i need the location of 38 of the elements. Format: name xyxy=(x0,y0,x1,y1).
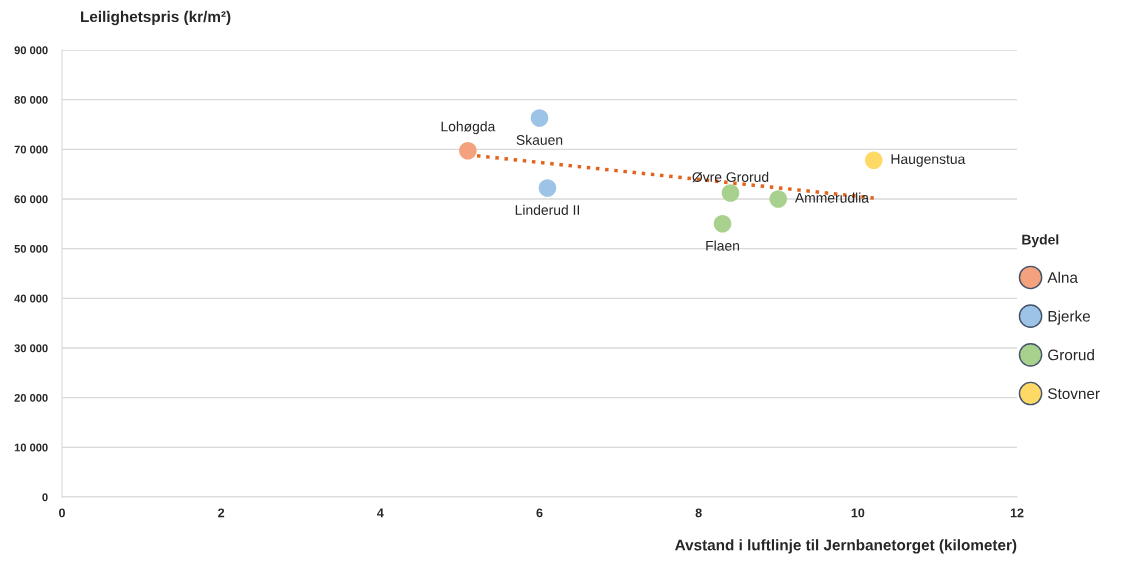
x-tick-label: 4 xyxy=(377,508,384,518)
x-tick-label: 8 xyxy=(695,508,702,518)
annotation: Øvre Grorud xyxy=(692,171,769,183)
y-tick-label: 0 xyxy=(42,493,48,502)
point xyxy=(864,151,883,170)
legend-label: Alna xyxy=(1047,271,1078,283)
y-tick-label: 60 000 xyxy=(14,195,48,204)
annotation: Flaen xyxy=(706,240,740,251)
y-tick-label: 30 000 xyxy=(14,344,48,353)
point xyxy=(713,215,732,233)
legend-title: Bydel xyxy=(1022,234,1059,248)
point xyxy=(538,179,557,197)
x-axis-title: Avstand i luftlinje til Jernbanetorget (kilometer) xyxy=(675,539,1017,554)
y-tick-label: 10 000 xyxy=(14,443,48,452)
annotation: Linderud II xyxy=(515,204,579,215)
annotation: Ammerudlia xyxy=(794,192,870,203)
y-tick-label: 90 000 xyxy=(14,46,48,55)
y-tick-label: 20 000 xyxy=(14,393,48,402)
point xyxy=(769,190,788,208)
y-tick-label: 70 000 xyxy=(14,145,48,154)
point xyxy=(459,142,477,160)
annotation: Lohøgda xyxy=(441,121,496,135)
y-tick-label: 50 000 xyxy=(14,244,48,253)
legend-label: Stovner xyxy=(1048,388,1100,400)
y-tick-label: 80 000 xyxy=(14,95,48,104)
point xyxy=(530,109,549,127)
x-tick-label: 6 xyxy=(536,508,543,518)
y-axis-title: Leilighetspris (kr/m²) xyxy=(81,10,231,26)
legend-label: Bjerke xyxy=(1048,310,1090,325)
x-tick-label: 2 xyxy=(218,508,225,518)
x-tick-label: 12 xyxy=(1010,508,1024,518)
x-tick-label: 10 xyxy=(851,508,865,518)
annotation: Skauen xyxy=(516,134,563,145)
annotation: Haugenstua xyxy=(891,154,966,167)
x-tick-label: 0 xyxy=(59,508,65,518)
point xyxy=(721,184,740,202)
y-tick-label: 40 000 xyxy=(14,294,48,303)
legend-label: Grorud xyxy=(1048,349,1094,361)
